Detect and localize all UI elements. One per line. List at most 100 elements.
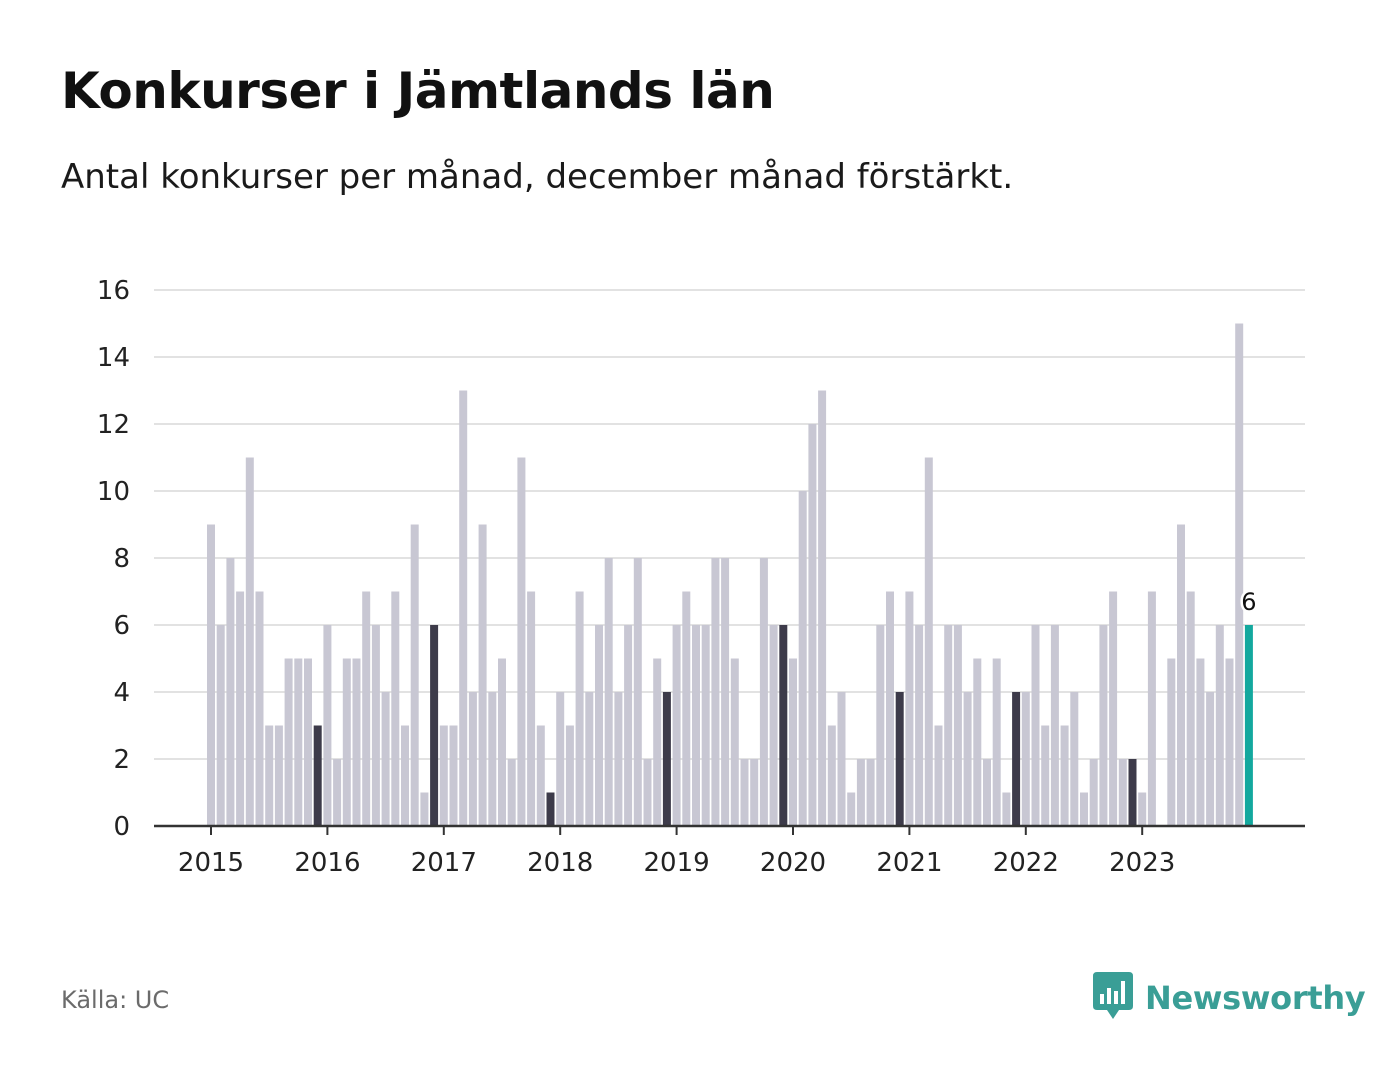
bar xyxy=(517,457,526,826)
y-tick-label: 10 xyxy=(97,477,130,507)
bar-december xyxy=(662,692,671,826)
bar xyxy=(789,658,797,826)
bar xyxy=(294,658,303,826)
bar-december xyxy=(313,725,322,826)
bar xyxy=(1070,692,1079,826)
bar xyxy=(1196,658,1205,826)
x-tick-label: 2023 xyxy=(1109,848,1175,878)
bar xyxy=(653,658,662,826)
bar xyxy=(1050,625,1059,826)
chart-title: Konkurser i Jämtlands län xyxy=(61,62,775,120)
x-tick-label: 2019 xyxy=(644,848,710,878)
bar xyxy=(1002,792,1011,826)
bar xyxy=(924,457,933,826)
bar xyxy=(575,591,584,826)
source-note: Källa: UC xyxy=(61,986,170,1014)
bar xyxy=(672,625,681,826)
bar xyxy=(1206,692,1215,826)
y-tick-label: 2 xyxy=(113,745,130,775)
bar xyxy=(556,692,565,826)
bar xyxy=(352,658,361,826)
bar xyxy=(284,658,293,826)
bar xyxy=(595,625,603,826)
bar xyxy=(856,759,865,826)
bar xyxy=(236,591,245,826)
bar xyxy=(624,625,633,826)
bar xyxy=(847,792,856,826)
bar xyxy=(808,424,817,826)
y-tick-label: 8 xyxy=(113,544,130,574)
bar xyxy=(255,591,264,826)
bar xyxy=(1041,725,1050,826)
bar xyxy=(905,591,914,826)
bar xyxy=(1147,591,1156,826)
data-label-latest: 6 xyxy=(1241,588,1256,616)
bar xyxy=(992,658,1001,826)
y-tick-label: 12 xyxy=(97,410,130,440)
bar xyxy=(226,558,235,826)
bar xyxy=(1235,323,1244,826)
bar xyxy=(362,591,371,826)
bar xyxy=(866,759,875,826)
bar xyxy=(371,625,380,826)
bar xyxy=(837,692,846,826)
bar xyxy=(459,390,468,826)
chart-subtitle: Antal konkurser per månad, december måna… xyxy=(61,157,1014,197)
brand-logo[interactable]: Newsworthy xyxy=(1093,972,1366,1024)
bar xyxy=(740,759,749,826)
bar xyxy=(876,625,885,826)
bar xyxy=(1177,524,1185,826)
bar xyxy=(915,625,924,826)
bar xyxy=(633,558,642,826)
bar xyxy=(886,591,894,826)
bar-chart-speech-bubble-icon xyxy=(1093,972,1133,1024)
bar xyxy=(1089,759,1098,826)
bar xyxy=(983,759,991,826)
bar xyxy=(468,692,477,826)
bar xyxy=(410,524,419,826)
bar-december xyxy=(1128,759,1137,826)
bar xyxy=(265,725,274,826)
bar xyxy=(420,792,429,826)
bar xyxy=(507,759,516,826)
bar xyxy=(1060,725,1069,826)
bar-december xyxy=(546,792,555,826)
y-tick-label: 0 xyxy=(113,812,130,842)
x-tick-label: 2016 xyxy=(294,848,360,878)
bar xyxy=(798,491,807,826)
bar xyxy=(498,658,506,826)
x-tick-label: 2017 xyxy=(411,848,477,878)
bar xyxy=(527,591,536,826)
bar xyxy=(323,625,332,826)
bar xyxy=(701,625,710,826)
bar xyxy=(1031,625,1040,826)
x-tick-label: 2022 xyxy=(993,848,1059,878)
bar-december xyxy=(1012,692,1021,826)
bar xyxy=(769,625,778,826)
bar xyxy=(342,658,351,826)
bar xyxy=(750,759,759,826)
bar xyxy=(963,692,972,826)
bar xyxy=(973,658,982,826)
bar xyxy=(604,558,613,826)
x-tick-label: 2015 xyxy=(178,848,244,878)
y-tick-label: 16 xyxy=(97,276,130,306)
bar xyxy=(585,692,594,826)
bar xyxy=(245,457,254,826)
bar xyxy=(730,658,739,826)
bar xyxy=(207,524,215,826)
bar xyxy=(643,759,652,826)
bar xyxy=(1138,792,1147,826)
bar xyxy=(818,390,827,826)
bar xyxy=(721,558,730,826)
bar xyxy=(827,725,836,826)
bar xyxy=(1099,625,1108,826)
bar xyxy=(1118,759,1127,826)
bar xyxy=(692,625,700,826)
bar-december xyxy=(430,625,439,826)
bar xyxy=(682,591,691,826)
bar xyxy=(1225,658,1234,826)
bar xyxy=(333,759,342,826)
